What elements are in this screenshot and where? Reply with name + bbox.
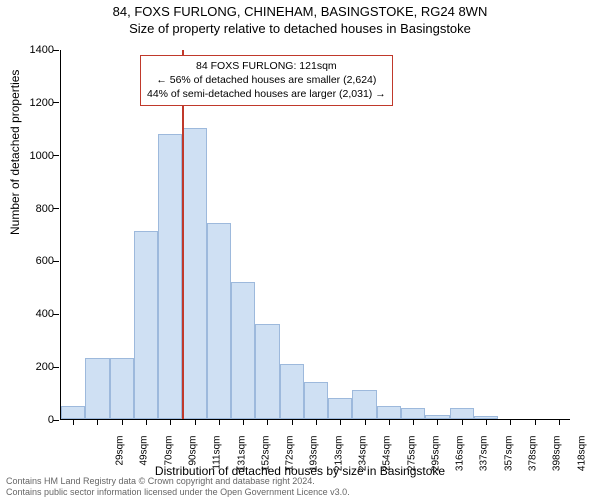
annotation-line: 84 FOXS FURLONG: 121sqm [147, 59, 386, 73]
y-tick-label: 0 [14, 414, 54, 426]
title-line-2: Size of property relative to detached ho… [0, 21, 600, 38]
x-tick [146, 419, 147, 425]
x-tick [97, 419, 98, 425]
x-tick-label: 418sqm [576, 436, 587, 486]
x-tick-label: 111sqm [212, 436, 223, 486]
x-tick [170, 419, 171, 425]
footer-line-1: Contains HM Land Registry data © Crown c… [6, 476, 350, 487]
histogram-bar [110, 358, 134, 419]
histogram-bar [182, 128, 206, 419]
x-tick [389, 419, 390, 425]
y-tick-label: 800 [14, 203, 54, 215]
x-tick [219, 419, 220, 425]
x-tick [535, 419, 536, 425]
y-tick-label: 400 [14, 308, 54, 320]
x-tick-label: 378sqm [528, 436, 539, 486]
x-tick [122, 419, 123, 425]
x-tick-label: 193sqm [309, 436, 320, 486]
histogram-bar [158, 134, 182, 419]
histogram-bar [207, 223, 231, 419]
histogram-bar [377, 406, 401, 419]
x-tick [437, 419, 438, 425]
x-tick-label: 90sqm [188, 436, 199, 486]
histogram-bar [231, 282, 255, 419]
x-tick-label: 172sqm [285, 436, 296, 486]
x-tick [292, 419, 293, 425]
x-tick [559, 419, 560, 425]
x-tick-label: 70sqm [163, 436, 174, 486]
histogram-bar [328, 398, 352, 419]
x-tick-label: 49sqm [139, 436, 150, 486]
histogram-bar [401, 408, 425, 419]
x-tick-label: 152sqm [260, 436, 271, 486]
annotation-box: 84 FOXS FURLONG: 121sqm← 56% of detached… [140, 55, 393, 106]
x-tick [267, 419, 268, 425]
histogram-bar [304, 382, 328, 419]
annotation-line: 44% of semi-detached houses are larger (… [147, 87, 386, 101]
x-tick [243, 419, 244, 425]
x-tick [365, 419, 366, 425]
x-tick-label: 398sqm [552, 436, 563, 486]
y-tick-label: 1200 [14, 97, 54, 109]
y-tick-label: 1000 [14, 150, 54, 162]
x-tick-label: 213sqm [333, 436, 344, 486]
x-tick-label: 337sqm [479, 436, 490, 486]
histogram-bar [450, 408, 474, 419]
histogram-bar [255, 324, 279, 419]
footer-line-2: Contains public sector information licen… [6, 487, 350, 498]
x-tick-label: 131sqm [236, 436, 247, 486]
x-tick-label: 234sqm [358, 436, 369, 486]
histogram-bar [134, 231, 158, 419]
x-tick-label: 295sqm [430, 436, 441, 486]
x-tick-label: 29sqm [115, 436, 126, 486]
x-tick [340, 419, 341, 425]
y-tick-label: 1400 [14, 44, 54, 56]
histogram-bar [85, 358, 109, 419]
histogram-bar [61, 406, 85, 419]
y-tick-label: 600 [14, 255, 54, 267]
x-tick [413, 419, 414, 425]
histogram-bar [280, 364, 304, 420]
histogram-bar [352, 390, 376, 419]
x-tick [316, 419, 317, 425]
x-tick [486, 419, 487, 425]
x-tick [510, 419, 511, 425]
x-tick [73, 419, 74, 425]
x-tick [195, 419, 196, 425]
annotation-line: ← 56% of detached houses are smaller (2,… [147, 73, 386, 87]
footer-attribution: Contains HM Land Registry data © Crown c… [6, 476, 350, 498]
chart-title: 84, FOXS FURLONG, CHINEHAM, BASINGSTOKE,… [0, 4, 600, 38]
chart-container: 84, FOXS FURLONG, CHINEHAM, BASINGSTOKE,… [0, 0, 600, 500]
title-line-1: 84, FOXS FURLONG, CHINEHAM, BASINGSTOKE,… [0, 4, 600, 21]
x-tick [462, 419, 463, 425]
x-tick-label: 275sqm [406, 436, 417, 486]
x-tick-label: 316sqm [455, 436, 466, 486]
x-tick-label: 254sqm [382, 436, 393, 486]
x-tick-label: 357sqm [503, 436, 514, 486]
y-tick-label: 200 [14, 361, 54, 373]
